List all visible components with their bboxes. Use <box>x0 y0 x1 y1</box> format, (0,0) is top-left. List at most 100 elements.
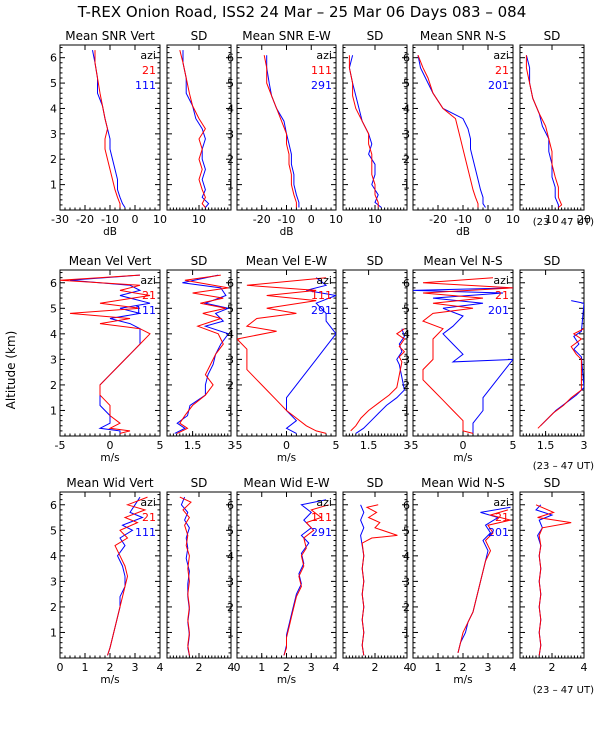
series-group <box>174 274 231 434</box>
legend-blue-label: 201 <box>488 304 509 317</box>
x-tick-label: 10 <box>545 213 559 226</box>
panel-title: Mean SNR N-S <box>420 29 506 43</box>
x-tick-label: 3 <box>404 439 411 452</box>
x-tick-label: 3 <box>581 439 588 452</box>
series-group <box>237 277 336 434</box>
series-group <box>457 506 511 654</box>
panel-vel-5: SD 1.5 3 <box>519 254 588 452</box>
series-line-blue <box>413 287 513 434</box>
series-group <box>350 328 406 434</box>
series-line-red <box>535 504 572 656</box>
series-line-blue <box>69 274 151 434</box>
series-line-blue <box>266 55 300 208</box>
panel-title: Mean Wid N-S <box>421 476 505 490</box>
legend-header: azi <box>493 496 509 509</box>
series-line-red <box>537 328 584 429</box>
x-tick-label: 1 <box>435 661 442 674</box>
panel-frame <box>342 269 408 437</box>
y-tick-label: 2 <box>227 601 234 614</box>
series-group <box>537 300 584 429</box>
legend-blue-label: 111 <box>135 79 156 92</box>
x-tick-label: -5 <box>55 439 66 452</box>
y-tick-label: 5 <box>403 524 410 537</box>
y-tick-label: 2 <box>50 153 57 166</box>
panel-snr-0: Mean SNR Vert 1 2 3 4 5 6 -30 -20 -10 0 10 dB azi 21 11… <box>50 29 167 238</box>
y-tick-label: 1 <box>50 626 57 639</box>
y-tick-label: 2 <box>227 379 234 392</box>
series-line-blue <box>174 274 231 434</box>
y-tick-label: 4 <box>227 102 234 115</box>
y-tick-label: 4 <box>50 550 57 563</box>
panel-snr-2: Mean SNR E-W 1 2 3 4 5 6 -20 -10 0 10 dB azi 111 291 <box>227 29 343 238</box>
panel-title: SD <box>544 254 561 268</box>
panel-title: Mean Wid E-W <box>243 476 329 490</box>
figure-title: T-REX Onion Road, ISS2 24 Mar – 25 Mar 0… <box>77 3 527 21</box>
legend-red-label: 111 <box>311 64 332 77</box>
x-tick-label: 0 <box>308 213 315 226</box>
x-tick-label: 1 <box>82 661 89 674</box>
panel-wid-5: SD 2 4 <box>519 476 588 674</box>
legend-header: azi <box>493 49 509 62</box>
x-axis-label: m/s <box>453 452 472 464</box>
y-tick-label: 2 <box>50 379 57 392</box>
x-tick-label: 5 <box>510 439 517 452</box>
x-tick-label: 0 <box>107 439 114 452</box>
x-axis-label: m/s <box>277 674 296 686</box>
series-line-red <box>283 504 329 656</box>
legend-header: azi <box>493 274 509 287</box>
x-tick-label: 3 <box>132 661 139 674</box>
x-axis-label: dB <box>280 226 294 238</box>
x-axis-label: dB <box>103 226 117 238</box>
y-tick-label: 1 <box>50 404 57 417</box>
series-line-blue <box>107 496 144 656</box>
legend-blue-label: 291 <box>311 79 332 92</box>
x-tick-label: 0 <box>485 213 492 226</box>
series-line-red <box>350 328 406 432</box>
x-tick-label: 5 <box>333 439 340 452</box>
panel-wid-2: Mean Wid E-W 1 2 3 4 5 6 0 1 2 3 4 m/s azi 111 291 <box>227 476 340 686</box>
series-line-red <box>361 504 398 656</box>
x-tick-label: 4 <box>510 661 517 674</box>
panel-title: Mean Vel E-W <box>246 254 328 268</box>
x-tick-label: 0 <box>234 661 241 674</box>
x-tick-label: 4 <box>157 661 164 674</box>
legend-header: azi <box>140 496 156 509</box>
x-tick-label: 4 <box>333 661 340 674</box>
y-tick-label: 5 <box>50 77 57 90</box>
y-tick-label: 6 <box>403 277 410 290</box>
x-tick-label: 2 <box>283 661 290 674</box>
x-tick-label: 0 <box>283 439 290 452</box>
x-tick-label: -10 <box>278 213 296 226</box>
x-tick-label: 0 <box>410 661 417 674</box>
legend-header: azi <box>140 274 156 287</box>
series-line-blue <box>525 55 559 208</box>
panel-title: SD <box>191 254 208 268</box>
y-tick-label: 1 <box>227 179 234 192</box>
panel-wid-3: SD 2 4 <box>342 476 411 674</box>
y-tick-label: 3 <box>403 128 410 141</box>
series-line-red <box>179 49 206 208</box>
x-tick-label: -10 <box>101 213 119 226</box>
panel-wid-4: Mean Wid N-S 1 2 3 4 5 6 0 1 2 3 4 m/s azi 21 201 <box>403 476 517 686</box>
time-range-note: (23 – 47 UT) <box>533 461 594 472</box>
x-tick-label: 10 <box>368 213 382 226</box>
y-tick-label: 4 <box>227 328 234 341</box>
legend-red-label: 111 <box>311 511 332 524</box>
series-group <box>360 504 398 656</box>
y-tick-label: 1 <box>403 404 410 417</box>
series-line-red <box>237 277 327 434</box>
panel-snr-1: SD 10 <box>166 29 232 226</box>
x-tick-label: 3 <box>308 661 315 674</box>
series-line-blue <box>348 55 382 208</box>
series-group <box>107 496 148 656</box>
legend-header: azi <box>316 496 332 509</box>
panel-vel-2: Mean Vel E-W 1 2 3 4 5 6 -5 0 5 m/s azi 111 291 <box>227 254 340 464</box>
x-tick-label: -5 <box>232 439 243 452</box>
y-tick-label: 5 <box>50 524 57 537</box>
x-tick-label: -20 <box>429 213 447 226</box>
legend-blue-label: 291 <box>311 526 332 539</box>
y-tick-label: 6 <box>227 277 234 290</box>
series-line-blue <box>285 277 336 434</box>
x-tick-label: 3 <box>485 661 492 674</box>
